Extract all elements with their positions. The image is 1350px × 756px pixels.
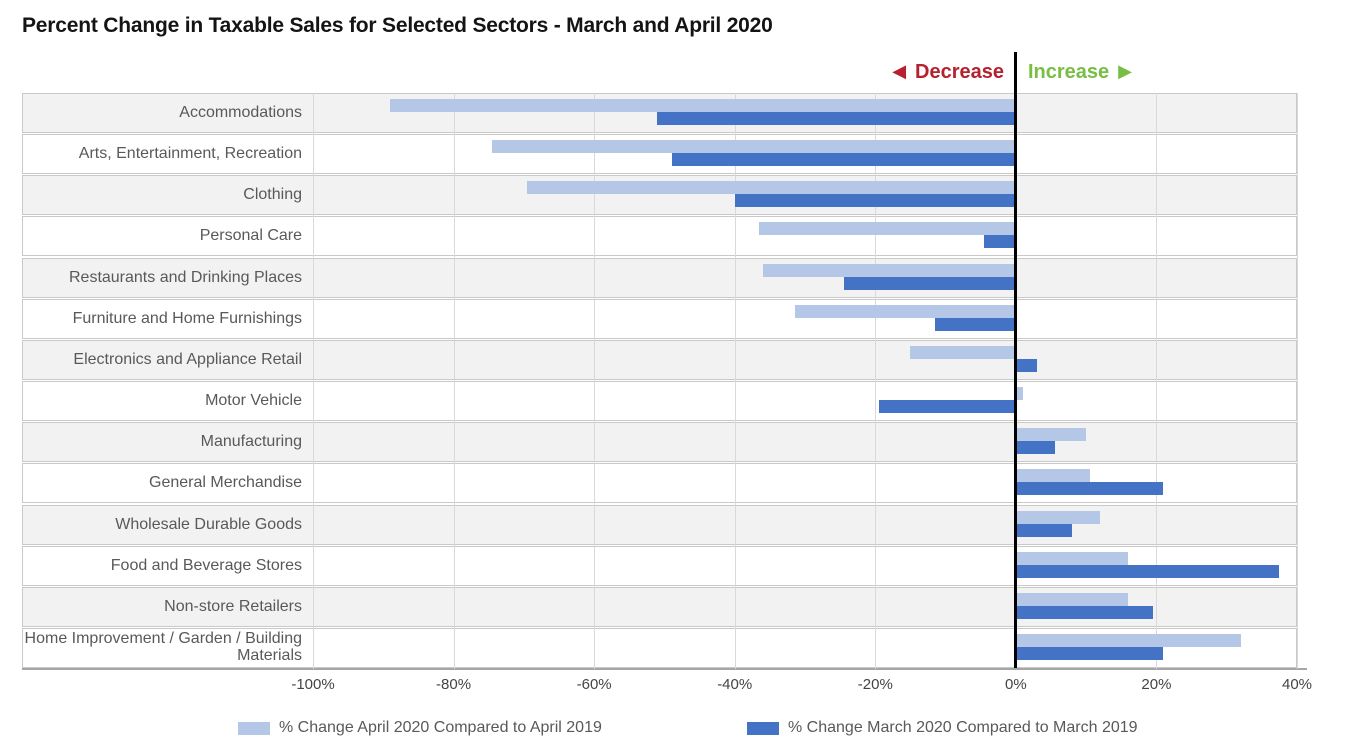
gridline bbox=[594, 93, 595, 669]
category-label: Non-store Retailers bbox=[164, 597, 302, 615]
legend-item-march: % Change March 2020 Compared to March 20… bbox=[747, 719, 1138, 737]
bar-april bbox=[1015, 634, 1241, 647]
bar-april bbox=[1015, 593, 1129, 606]
bar-march bbox=[878, 400, 1016, 413]
bar-march bbox=[1015, 441, 1055, 454]
legend-item-april: % Change April 2020 Compared to April 20… bbox=[238, 719, 602, 737]
bar-march bbox=[1015, 524, 1073, 537]
bar-april bbox=[794, 305, 1016, 318]
bar-april bbox=[1015, 469, 1090, 482]
category-label: Manufacturing bbox=[200, 432, 302, 450]
bar-march bbox=[1015, 606, 1153, 619]
bar-april bbox=[1015, 428, 1087, 441]
bar-march bbox=[984, 235, 1016, 248]
legend-label-march: % Change March 2020 Compared to March 20… bbox=[788, 719, 1138, 736]
bar-march bbox=[1015, 359, 1037, 372]
x-tick-label: -20% bbox=[857, 676, 893, 693]
legend-swatch-march bbox=[747, 721, 779, 735]
table-row: Personal Care bbox=[22, 216, 1297, 256]
bar-april bbox=[1015, 511, 1101, 524]
x-tick-label: -60% bbox=[576, 676, 612, 693]
chart-title: Percent Change in Taxable Sales for Sele… bbox=[22, 14, 773, 37]
bar-april bbox=[527, 181, 1016, 194]
table-row: Electronics and Appliance Retail bbox=[22, 340, 1297, 380]
table-row: Manufacturing bbox=[22, 422, 1297, 462]
decrease-annotation: ◀ Decrease bbox=[892, 61, 1004, 84]
category-label: Personal Care bbox=[199, 226, 302, 244]
category-label: General Merchandise bbox=[149, 473, 302, 491]
x-tick-label: -40% bbox=[717, 676, 753, 693]
gridline bbox=[454, 93, 455, 669]
category-label: Food and Beverage Stores bbox=[110, 556, 302, 574]
increase-annotation: Increase ▶ bbox=[1028, 61, 1132, 84]
bar-april bbox=[492, 140, 1016, 153]
bar-april bbox=[1015, 552, 1129, 565]
gridline bbox=[1156, 93, 1157, 669]
plot-area: Accommodations Arts, Entertainment, Recre… bbox=[22, 93, 1298, 669]
bar-march bbox=[1015, 482, 1164, 495]
category-label: Home Improvement / Garden / Building Mat… bbox=[24, 630, 302, 664]
bar-march bbox=[657, 112, 1016, 125]
bar-march bbox=[1015, 647, 1164, 660]
bar-april bbox=[759, 222, 1016, 235]
category-label: Furniture and Home Furnishings bbox=[72, 309, 302, 327]
bar-april bbox=[762, 264, 1016, 277]
category-label: Electronics and Appliance Retail bbox=[73, 350, 302, 368]
x-tick-label: -100% bbox=[291, 676, 335, 693]
table-row: Restaurants and Drinking Places bbox=[22, 258, 1297, 298]
bar-march bbox=[1015, 565, 1280, 578]
decrease-arrow-icon: ◀ bbox=[892, 61, 907, 81]
category-label: Motor Vehicle bbox=[205, 391, 302, 409]
legend-label-april: % Change April 2020 Compared to April 20… bbox=[279, 719, 602, 736]
x-tick-label: 0% bbox=[1005, 676, 1027, 693]
category-label: Arts, Entertainment, Recreation bbox=[78, 144, 302, 162]
bar-march bbox=[671, 153, 1016, 166]
x-axis-line bbox=[22, 668, 1307, 670]
bar-march bbox=[935, 318, 1016, 331]
legend-swatch-april bbox=[238, 721, 270, 735]
category-label: Accommodations bbox=[179, 103, 302, 121]
increase-arrow-icon: ▶ bbox=[1118, 61, 1133, 81]
category-label: Wholesale Durable Goods bbox=[115, 515, 302, 533]
bar-april bbox=[1015, 387, 1023, 400]
zero-axis-line bbox=[1014, 52, 1017, 668]
bar-april bbox=[390, 99, 1016, 112]
bar-march bbox=[843, 277, 1016, 290]
x-tick-label: 20% bbox=[1141, 676, 1172, 693]
increase-label: Increase bbox=[1028, 61, 1110, 83]
table-row: Arts, Entertainment, Recreation bbox=[22, 134, 1297, 174]
x-tick-label: -80% bbox=[436, 676, 472, 693]
category-label: Restaurants and Drinking Places bbox=[68, 268, 302, 286]
gridline bbox=[875, 93, 876, 669]
gridline bbox=[735, 93, 736, 669]
x-tick-label: 40% bbox=[1281, 676, 1313, 693]
bar-march bbox=[734, 194, 1016, 207]
table-row: Wholesale Durable Goods bbox=[22, 505, 1297, 545]
gridline bbox=[313, 93, 314, 669]
gridline bbox=[1297, 93, 1298, 669]
category-label: Clothing bbox=[243, 185, 302, 203]
table-row: Furniture and Home Furnishings bbox=[22, 299, 1297, 339]
bar-april bbox=[910, 346, 1016, 359]
table-row: Motor Vehicle bbox=[22, 381, 1297, 421]
decrease-label: Decrease bbox=[915, 61, 1004, 83]
